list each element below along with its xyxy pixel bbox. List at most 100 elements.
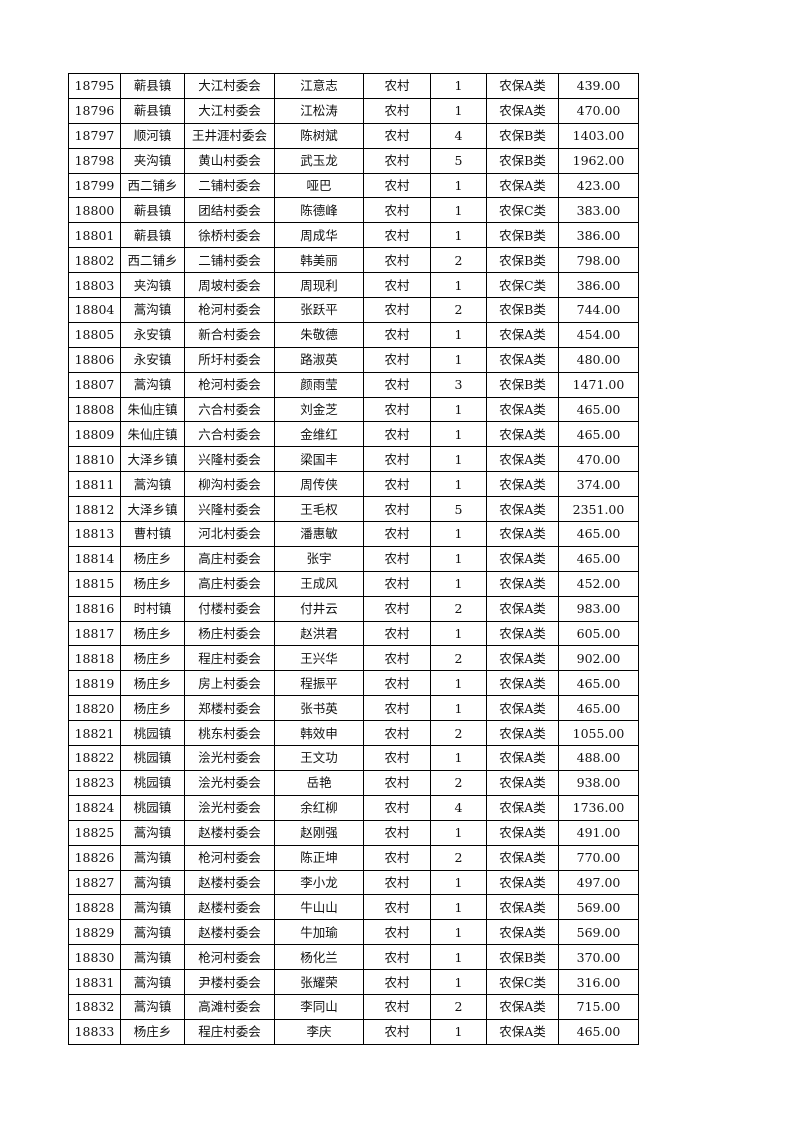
cell-person-name: 江松涛 — [274, 97, 364, 124]
table-row: 18799 西二铺乡 二铺村委会 哑巴 农村 1 农保A类 423.00 — [68, 172, 639, 199]
cell-insurance-category: 农保A类 — [486, 993, 559, 1020]
cell-member-count: 4 — [430, 794, 487, 821]
cell-amount: 465.00 — [558, 670, 639, 697]
cell-person-name: 岳艳 — [274, 769, 364, 796]
cell-amount: 316.00 — [558, 969, 639, 995]
cell-village-committee: 赵楼村委会 — [184, 894, 275, 921]
cell-insurance-category: 农保B类 — [486, 297, 559, 323]
cell-record-id: 18821 — [68, 720, 121, 747]
cell-village-committee: 枪河村委会 — [184, 371, 275, 398]
cell-village-committee: 黄山村委会 — [184, 147, 275, 174]
cell-member-count: 1 — [430, 894, 487, 921]
cell-member-count: 1 — [430, 97, 487, 124]
cell-insurance-category: 农保A类 — [486, 396, 559, 423]
cell-record-id: 18803 — [68, 272, 121, 299]
cell-household-type: 农村 — [363, 570, 431, 597]
cell-insurance-category: 农保A类 — [486, 346, 559, 373]
cell-town: 桃园镇 — [120, 794, 185, 821]
cell-person-name: 颜雨莹 — [274, 371, 364, 398]
cell-amount: 569.00 — [558, 919, 639, 946]
cell-town: 桃园镇 — [120, 745, 185, 771]
cell-member-count: 4 — [430, 122, 487, 149]
cell-amount: 715.00 — [558, 993, 639, 1020]
cell-village-committee: 浍光村委会 — [184, 745, 275, 771]
cell-insurance-category: 农保A类 — [486, 471, 559, 498]
cell-insurance-category: 农保A类 — [486, 172, 559, 199]
cell-town: 西二铺乡 — [120, 247, 185, 274]
cell-person-name: 牛加瑜 — [274, 919, 364, 946]
cell-amount: 374.00 — [558, 471, 639, 498]
data-table: 18795 蕲县镇 大江村委会 江意志 农村 1 农保A类 439.00 18796 蕲县镇 大江村… — [68, 73, 639, 1045]
cell-amount: 465.00 — [558, 1018, 639, 1045]
cell-person-name: 王兴华 — [274, 645, 364, 672]
cell-town: 蒿沟镇 — [120, 919, 185, 946]
cell-person-name: 赵洪君 — [274, 620, 364, 647]
cell-record-id: 18829 — [68, 919, 121, 946]
table-row: 18829 蒿沟镇 赵楼村委会 牛加瑜 农村 1 农保A类 569.00 — [68, 919, 639, 946]
cell-person-name: 张耀荣 — [274, 969, 364, 995]
cell-amount: 470.00 — [558, 446, 639, 473]
cell-member-count: 2 — [430, 297, 487, 323]
cell-village-committee: 大江村委会 — [184, 97, 275, 124]
cell-town: 蒿沟镇 — [120, 844, 185, 871]
cell-town: 蕲县镇 — [120, 97, 185, 124]
cell-amount: 1736.00 — [558, 794, 639, 821]
cell-village-committee: 浍光村委会 — [184, 769, 275, 796]
cell-member-count: 1 — [430, 172, 487, 199]
table-row: 18808 朱仙庄镇 六合村委会 刘金芝 农村 1 农保A类 465.00 — [68, 396, 639, 423]
cell-insurance-category: 农保A类 — [486, 769, 559, 796]
cell-village-committee: 周坡村委会 — [184, 272, 275, 299]
table-row: 18830 蒿沟镇 枪河村委会 杨化兰 农村 1 农保B类 370.00 — [68, 944, 639, 971]
cell-household-type: 农村 — [363, 272, 431, 299]
cell-member-count: 1 — [430, 446, 487, 473]
cell-town: 杨庄乡 — [120, 670, 185, 697]
cell-household-type: 农村 — [363, 197, 431, 224]
cell-insurance-category: 农保A类 — [486, 73, 559, 99]
cell-person-name: 牛山山 — [274, 894, 364, 921]
cell-member-count: 1 — [430, 869, 487, 896]
cell-person-name: 朱敬德 — [274, 321, 364, 348]
cell-amount: 983.00 — [558, 595, 639, 622]
cell-household-type: 农村 — [363, 769, 431, 796]
table-row: 18803 夹沟镇 周坡村委会 周现利 农村 1 农保C类 386.00 — [68, 272, 639, 299]
cell-member-count: 2 — [430, 247, 487, 274]
cell-village-committee: 团结村委会 — [184, 197, 275, 224]
cell-record-id: 18807 — [68, 371, 121, 398]
cell-person-name: 武玉龙 — [274, 147, 364, 174]
cell-record-id: 18797 — [68, 122, 121, 149]
cell-amount: 497.00 — [558, 869, 639, 896]
cell-town: 夹沟镇 — [120, 147, 185, 174]
cell-person-name: 周传侠 — [274, 471, 364, 498]
cell-village-committee: 枪河村委会 — [184, 297, 275, 323]
cell-record-id: 18818 — [68, 645, 121, 672]
table-row: 18825 蒿沟镇 赵楼村委会 赵刚强 农村 1 农保A类 491.00 — [68, 819, 639, 846]
cell-person-name: 路淑英 — [274, 346, 364, 373]
cell-person-name: 李同山 — [274, 993, 364, 1020]
table-row: 18816 时村镇 付楼村委会 付井云 农村 2 农保A类 983.00 — [68, 595, 639, 622]
cell-record-id: 18802 — [68, 247, 121, 274]
cell-member-count: 1 — [430, 545, 487, 572]
cell-insurance-category: 农保A类 — [486, 819, 559, 846]
cell-record-id: 18816 — [68, 595, 121, 622]
cell-person-name: 哑巴 — [274, 172, 364, 199]
cell-insurance-category: 农保A类 — [486, 421, 559, 448]
table-row: 18810 大泽乡镇 兴隆村委会 梁国丰 农村 1 农保A类 470.00 — [68, 446, 639, 473]
table-row: 18827 蒿沟镇 赵楼村委会 李小龙 农村 1 农保A类 497.00 — [68, 869, 639, 896]
cell-insurance-category: 农保B类 — [486, 147, 559, 174]
cell-record-id: 18796 — [68, 97, 121, 124]
cell-insurance-category: 农保A类 — [486, 545, 559, 572]
cell-insurance-category: 农保A类 — [486, 97, 559, 124]
table-row: 18811 蒿沟镇 柳沟村委会 周传侠 农村 1 农保A类 374.00 — [68, 471, 639, 498]
cell-town: 杨庄乡 — [120, 620, 185, 647]
cell-household-type: 农村 — [363, 745, 431, 771]
cell-town: 大泽乡镇 — [120, 496, 185, 523]
cell-person-name: 陈德峰 — [274, 197, 364, 224]
cell-town: 西二铺乡 — [120, 172, 185, 199]
cell-amount: 423.00 — [558, 172, 639, 199]
cell-insurance-category: 农保B类 — [486, 247, 559, 274]
cell-member-count: 2 — [430, 720, 487, 747]
cell-household-type: 农村 — [363, 247, 431, 274]
cell-record-id: 18813 — [68, 521, 121, 547]
cell-amount: 465.00 — [558, 396, 639, 423]
cell-member-count: 5 — [430, 496, 487, 523]
